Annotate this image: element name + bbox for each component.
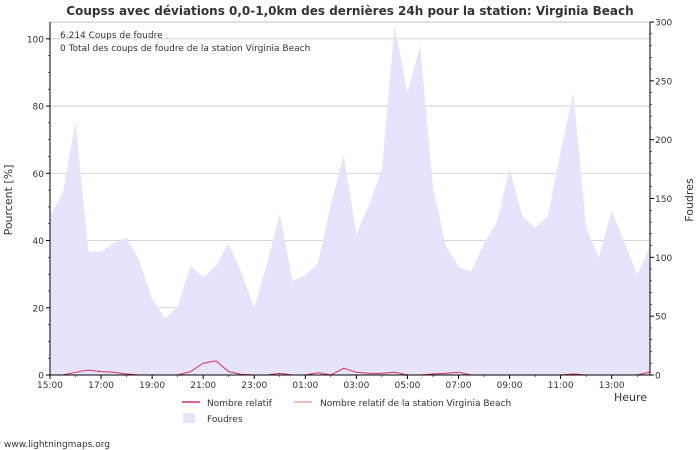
area-layer	[50, 26, 650, 375]
chart: Coupss avec déviations 0,0-1,0km des der…	[0, 0, 700, 450]
watermark: www.lightningmaps.org	[4, 440, 110, 450]
info-line-station: 0 Total des coups de foudre de la statio…	[60, 44, 310, 54]
y-right-tick-label: 250	[655, 77, 672, 87]
y-left-tick-label: 60	[33, 170, 45, 180]
info-line-strikes: 6.214 Coups de foudre	[60, 31, 163, 41]
chart-title: Coupss avec déviations 0,0-1,0km des der…	[66, 4, 633, 18]
x-axis-label: Heure	[614, 391, 647, 404]
y-left-tick-label: 40	[33, 237, 45, 247]
foudres-area	[50, 26, 650, 375]
x-tick-label: 01:00	[292, 381, 318, 391]
y-right-tick-label: 50	[655, 313, 667, 323]
y-right-tick-label: 150	[655, 195, 672, 205]
x-tick-label: 21:00	[190, 381, 216, 391]
x-tick-label: 11:00	[548, 381, 574, 391]
legend-label-relatif: Nombre relatif	[207, 399, 273, 409]
y-left-tick-label: 0	[38, 372, 44, 382]
y-axis-left-label: Pourcent [%]	[2, 165, 15, 236]
x-tick-label: 17:00	[88, 381, 114, 391]
x-tick-label: 03:00	[343, 381, 369, 391]
legend-swatch-foudres	[183, 413, 195, 423]
y-right-tick-label: 0	[655, 372, 661, 382]
x-tick-label: 09:00	[497, 381, 523, 391]
y-left-tick-label: 20	[33, 304, 45, 314]
x-tick-label: 15:00	[37, 381, 63, 391]
legend-label-station: Nombre relatif de la station Virginia Be…	[320, 399, 511, 409]
y-axis-right-label: Foudres	[683, 178, 696, 222]
y-left-tick-label: 80	[33, 103, 45, 113]
y-right-tick-label: 300	[655, 19, 672, 29]
y-right-tick-label: 200	[655, 136, 672, 146]
legend-label-foudres: Foudres	[207, 415, 243, 425]
legend: Nombre relatif Nombre relatif de la stat…	[182, 399, 511, 425]
y-right-tick-label: 100	[655, 254, 672, 264]
x-tick-label: 23:00	[241, 381, 267, 391]
x-tick-label: 05:00	[394, 381, 420, 391]
y-left-tick-label: 100	[27, 35, 44, 45]
x-tick-label: 07:00	[446, 381, 472, 391]
x-tick-label: 19:00	[139, 381, 165, 391]
x-tick-label: 13:00	[599, 381, 625, 391]
